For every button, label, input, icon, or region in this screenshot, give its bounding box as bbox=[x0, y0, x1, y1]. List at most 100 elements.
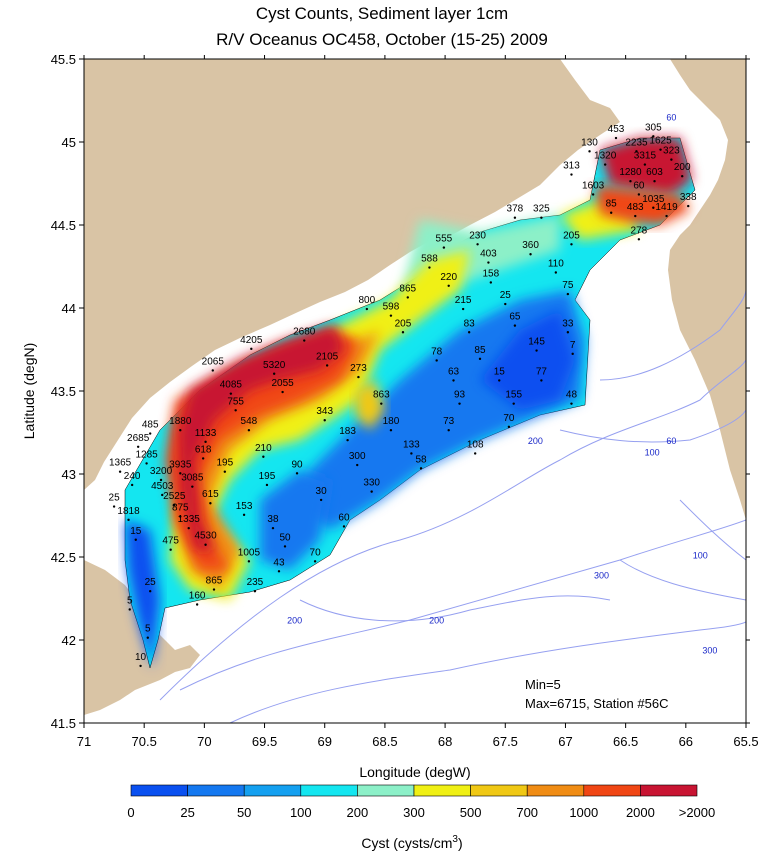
station-marker bbox=[435, 359, 438, 362]
station-value: 1625 bbox=[649, 136, 672, 147]
station-value: 603 bbox=[646, 167, 663, 178]
isobath-label: 200 bbox=[287, 615, 302, 625]
station-marker bbox=[209, 502, 212, 505]
station-value: 15 bbox=[494, 366, 506, 377]
y-tick-label: 45 bbox=[62, 135, 76, 150]
station-marker bbox=[262, 455, 265, 458]
colorbar-swatch bbox=[243, 784, 302, 797]
station-marker bbox=[370, 490, 373, 493]
station-value: 278 bbox=[631, 225, 648, 236]
station-value: 1005 bbox=[238, 547, 261, 558]
y-tick-label: 42.5 bbox=[51, 550, 76, 565]
station-marker bbox=[247, 429, 251, 432]
station-value: 7 bbox=[570, 340, 576, 351]
x-axis: 71 70.5 70 69.5 69 68.5 68 67.5 67 66.5 66 65.5 bbox=[77, 55, 759, 749]
isobath-line bbox=[679, 499, 746, 561]
station-value: 205 bbox=[563, 230, 580, 241]
colorbar-swatch bbox=[357, 784, 415, 797]
station-marker bbox=[687, 204, 690, 208]
station-value: 3085 bbox=[181, 473, 204, 484]
colorbar-swatch bbox=[187, 784, 245, 797]
colorbar-tick-label: 100 bbox=[290, 805, 312, 820]
station-value: 160 bbox=[189, 591, 206, 602]
station-value: 90 bbox=[291, 459, 303, 470]
station-value: 5 bbox=[145, 624, 151, 635]
station-value: 60 bbox=[633, 180, 645, 191]
station-value: 70 bbox=[503, 413, 515, 424]
station-value: 73 bbox=[443, 416, 455, 427]
isobath-line bbox=[179, 519, 746, 691]
station-value: 1035 bbox=[642, 194, 665, 205]
station-marker bbox=[588, 150, 591, 153]
colorbar-tick-label: 500 bbox=[460, 805, 482, 820]
station-value: 5320 bbox=[263, 360, 286, 371]
x-tick-label: 68.5 bbox=[372, 734, 397, 749]
station-value: 58 bbox=[415, 454, 427, 465]
station-value: 323 bbox=[663, 146, 680, 157]
station-marker bbox=[442, 246, 446, 249]
station-marker bbox=[342, 525, 346, 528]
station-value: 65 bbox=[509, 312, 521, 323]
station-value: 3935 bbox=[169, 459, 192, 470]
station-value: 85 bbox=[606, 199, 618, 210]
colorbar-tick-label: 25 bbox=[180, 805, 194, 820]
station-value: 1280 bbox=[619, 167, 642, 178]
colorbar-swatch bbox=[640, 784, 698, 797]
colorbar-tick-label: 200 bbox=[347, 805, 369, 820]
station-marker bbox=[323, 419, 326, 422]
station-marker bbox=[242, 513, 246, 517]
station-value: 158 bbox=[482, 268, 499, 279]
station-value: 1133 bbox=[195, 428, 217, 439]
station-marker bbox=[139, 664, 142, 668]
station-marker bbox=[513, 324, 517, 327]
y-axis: 41.5 42 42.5 43 43.5 44 44.5 45 45.5 bbox=[51, 52, 750, 731]
isobath-line bbox=[559, 409, 746, 443]
station-marker bbox=[295, 472, 299, 475]
station-value: 378 bbox=[507, 204, 524, 215]
station-value: 3315 bbox=[634, 151, 657, 162]
station-marker bbox=[234, 409, 237, 412]
station-marker bbox=[272, 372, 276, 375]
station-marker bbox=[571, 352, 574, 356]
station-marker bbox=[681, 175, 684, 178]
station-value: 130 bbox=[581, 137, 598, 148]
y-tick-label: 44.5 bbox=[51, 218, 76, 233]
station-marker bbox=[566, 292, 570, 296]
station-value: 25 bbox=[109, 493, 121, 504]
station-marker bbox=[204, 440, 207, 444]
station-value: 338 bbox=[680, 192, 697, 203]
station-marker bbox=[149, 590, 152, 593]
station-marker bbox=[461, 307, 465, 311]
station-value: 300 bbox=[349, 451, 366, 462]
station-value: 180 bbox=[383, 416, 400, 427]
station-value: 330 bbox=[363, 478, 380, 489]
station-marker bbox=[554, 271, 558, 274]
station-marker bbox=[201, 457, 205, 460]
station-marker bbox=[179, 429, 182, 432]
station-marker bbox=[365, 307, 369, 311]
station-value: 1320 bbox=[594, 151, 617, 162]
station-marker bbox=[665, 214, 668, 218]
station-value: 200 bbox=[674, 162, 691, 173]
x-tick-label: 65.5 bbox=[733, 734, 758, 749]
contour-darkred-ne bbox=[600, 138, 692, 195]
contour-blue-west bbox=[125, 520, 160, 668]
station-marker bbox=[504, 302, 507, 306]
station-value: 183 bbox=[339, 426, 356, 437]
station-marker bbox=[325, 364, 329, 367]
station-value: 555 bbox=[436, 234, 453, 245]
station-marker bbox=[128, 608, 131, 611]
station-marker bbox=[356, 463, 359, 467]
station-value: 2065 bbox=[202, 356, 225, 367]
y-axis-label: Latitude (degN) bbox=[21, 343, 37, 440]
station-value: 273 bbox=[350, 363, 367, 374]
station-marker bbox=[489, 281, 493, 284]
station-marker bbox=[346, 438, 349, 442]
station-marker bbox=[670, 158, 673, 161]
colorbar-swatch bbox=[526, 784, 585, 797]
contour-orange-mid bbox=[355, 380, 385, 430]
station-value: 155 bbox=[505, 390, 522, 401]
station-marker bbox=[211, 369, 214, 372]
station-marker bbox=[179, 472, 182, 475]
station-marker bbox=[591, 193, 595, 196]
